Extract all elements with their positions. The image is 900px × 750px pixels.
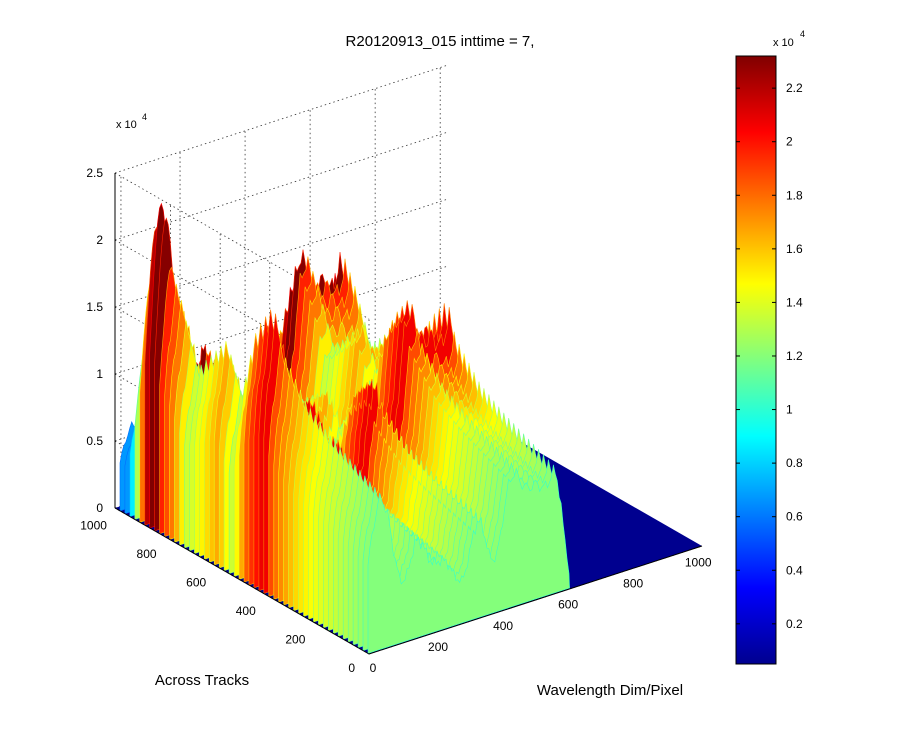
surface-plot xyxy=(115,202,702,654)
colorbar-tick-label: 2.2 xyxy=(786,81,803,95)
x-tick-label: 200 xyxy=(428,640,448,654)
chart-title: R20120913_015 inttime = 7, xyxy=(346,33,535,50)
x-tick-label: 600 xyxy=(558,598,578,612)
z-tick-label: 0.5 xyxy=(86,434,103,448)
y-tick-label: 800 xyxy=(137,547,157,561)
x-axis-label: Wavelength Dim/Pixel xyxy=(537,682,683,699)
y-tick-label: 400 xyxy=(236,604,256,618)
colorbar-tick-label: 0.6 xyxy=(786,510,803,524)
z-tick-label: 2 xyxy=(96,233,103,247)
x-axis-line xyxy=(368,545,703,655)
x-tick-label: 1000 xyxy=(685,556,712,570)
y-tick-label: 600 xyxy=(186,575,206,589)
z-tick-label: 1 xyxy=(96,367,103,381)
colorbar-tick-label: 0.8 xyxy=(786,456,803,470)
colorbar-tick-label: 1.2 xyxy=(786,349,803,363)
colorbar-tick-label: 1 xyxy=(786,403,793,417)
x-tick-label: 400 xyxy=(493,619,513,633)
z-tick-label: 0 xyxy=(96,501,103,515)
colorbar-tick-label: 0.4 xyxy=(786,563,803,577)
x-tick-label: 800 xyxy=(623,577,643,591)
grid-line-z-back xyxy=(114,64,449,174)
surface-strip xyxy=(367,464,570,654)
tick-labels: 0 200 400 600 800 1000 0 200 400 600 800 1000 0 0.5 1 1… xyxy=(80,166,712,675)
colorbar: 0.2 0.4 0.6 0.8 1 1.2 1.4 1.6 1.8 2 2.2 x 10 4 xyxy=(735,29,805,665)
colorbar-gradient xyxy=(735,55,777,665)
z-multiplier-exp: 4 xyxy=(142,112,147,122)
z-multiplier-base: x 10 xyxy=(116,119,137,131)
colorbar-tick-label: 1.6 xyxy=(786,242,803,256)
x-tick-label: 0 xyxy=(370,661,377,675)
y-tick-label: 200 xyxy=(285,632,305,646)
y-axis-label: Across Tracks xyxy=(155,672,249,689)
y-tick-label: 1000 xyxy=(80,518,107,532)
y-tick-label: 0 xyxy=(348,661,355,675)
colorbar-tick-label: 1.4 xyxy=(786,295,803,309)
colorbar-tick-label: 2 xyxy=(786,135,793,149)
y-axis-line xyxy=(114,507,370,655)
axes xyxy=(114,173,703,655)
z-multiplier: x 10 4 xyxy=(116,112,147,131)
colorbar-ticks: 0.2 0.4 0.6 0.8 1 1.2 1.4 1.6 1.8 2 2.2 xyxy=(736,81,803,631)
z-tick-label: 1.5 xyxy=(86,300,103,314)
colorbar-multiplier-base: x 10 xyxy=(773,37,794,49)
colorbar-tick-label: 1.8 xyxy=(786,188,803,202)
colorbar-multiplier-exp: 4 xyxy=(800,29,805,39)
colorbar-tick-label: 0.2 xyxy=(786,617,803,631)
z-tick-label: 2.5 xyxy=(86,166,103,180)
